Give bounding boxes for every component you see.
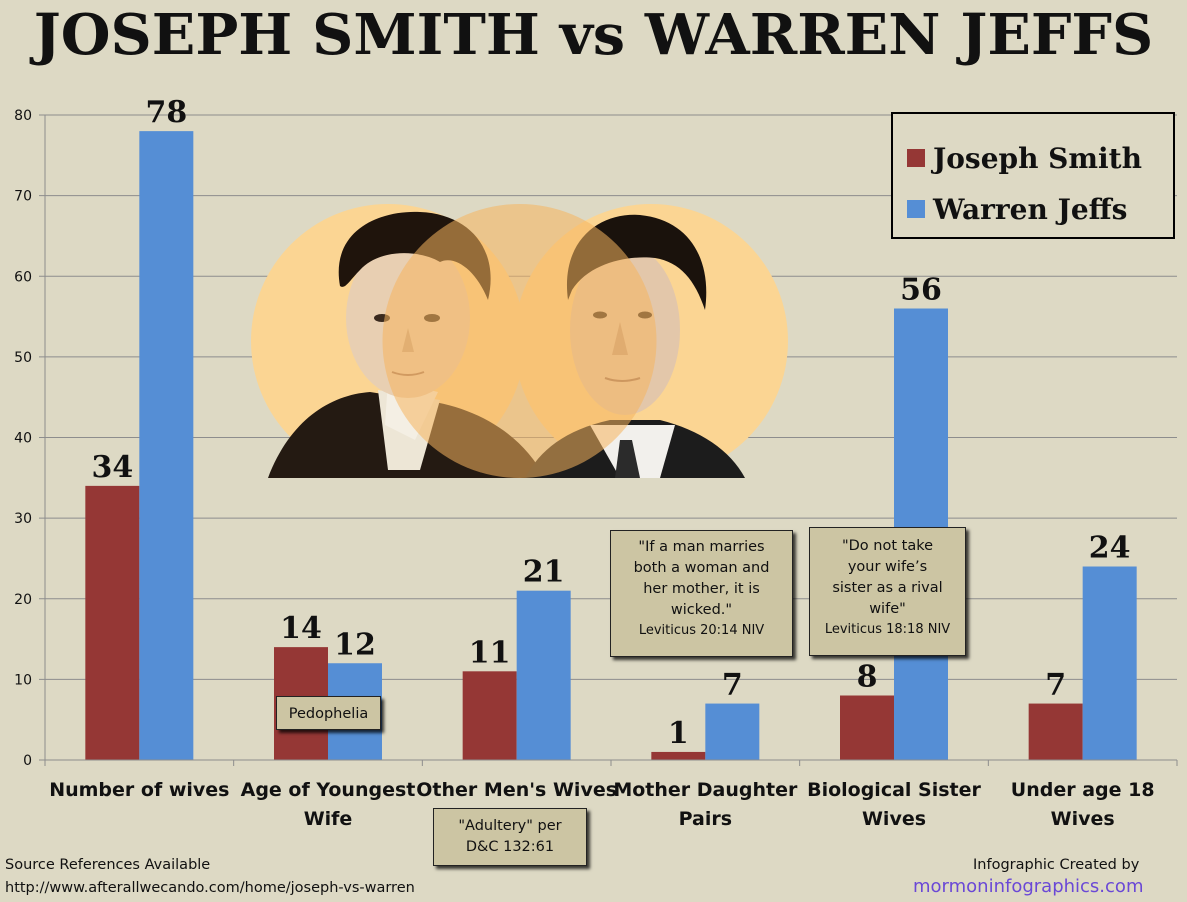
legend-label-joseph-smith: Joseph Smith — [933, 141, 1142, 175]
bar-joseph-smith — [840, 695, 894, 760]
callout-pedophelia: Pedophelia — [276, 696, 381, 730]
y-tick-label: 60 — [14, 269, 32, 285]
portrait-overlap-tint — [382, 204, 657, 478]
footer-source-label: Source References Available — [5, 857, 211, 873]
callout-mother-quote-line2: both a woman and — [633, 560, 770, 576]
callout-sister-cite: Leviticus 18:18 NIV — [824, 622, 951, 637]
callout-mother-cite: Leviticus 20:14 NIV — [638, 623, 765, 638]
footer-source-url[interactable]: http://www.afterallwecando.com/home/jose… — [5, 880, 415, 896]
x-category-label: Biological Sister Wives — [807, 779, 981, 830]
callout-mother-quote-line1: "If a man marries — [638, 539, 765, 555]
x-category-label: Age of Youngest Wife — [241, 779, 416, 830]
y-tick-label: 30 — [14, 511, 32, 527]
legend-swatch-joseph-smith — [907, 149, 925, 167]
y-tick-label: 80 — [14, 108, 32, 124]
bar-joseph-smith — [651, 751, 706, 760]
legend: Joseph Smith Warren Jeffs — [891, 112, 1175, 239]
callout-sister-quote-line1: "Do not take — [841, 538, 934, 554]
y-tick-label: 10 — [14, 672, 32, 688]
data-label: 21 — [523, 555, 565, 590]
bar-joseph-smith — [85, 485, 140, 760]
data-label: 1 — [668, 716, 689, 751]
data-label: 8 — [857, 660, 878, 695]
bar-warren-jeffs — [1082, 566, 1137, 760]
callout-mother-quote-line4: wicked." — [670, 602, 733, 618]
bar-warren-jeffs — [516, 590, 571, 760]
y-tick-label: 70 — [14, 189, 32, 205]
data-label: 56 — [900, 273, 942, 308]
x-category-label: Mother Daughter Pairs — [613, 779, 798, 830]
callout-adultery-line1: "Adultery" per — [458, 818, 562, 834]
x-category-label: Under age 18 Wives — [1011, 779, 1155, 830]
y-tick-label: 0 — [23, 753, 32, 769]
x-category-label: Number of wives — [49, 779, 229, 801]
x-category-label: Other Men's Wives — [416, 779, 617, 801]
bar-warren-jeffs — [705, 703, 760, 760]
data-label: 11 — [469, 635, 511, 670]
callout-pedophelia-text: Pedophelia — [288, 706, 369, 722]
callout-sister-quote-line2: your wife’s — [847, 559, 928, 575]
bar-warren-jeffs — [139, 131, 194, 760]
y-tick-label: 40 — [14, 431, 32, 447]
bar-joseph-smith — [1028, 703, 1083, 760]
legend-label-warren-jeffs: Warren Jeffs — [933, 192, 1128, 226]
footer-credit-label: Infographic Created by — [973, 857, 1140, 873]
legend-item-warren-jeffs: Warren Jeffs — [907, 189, 1127, 229]
callout-leviticus-20-14: "If a man marries both a woman and her m… — [610, 530, 793, 657]
bar-joseph-smith — [462, 671, 517, 760]
callout-sister-quote-line3: sister as a rival — [832, 580, 943, 596]
data-label: 24 — [1089, 531, 1131, 566]
data-label: 12 — [334, 627, 376, 662]
callout-adultery-line2: D&C 132:61 — [465, 839, 555, 855]
axes: 0 10 20 30 40 50 60 70 80 Number of wives Age of Y… — [14, 108, 1178, 830]
y-tick-label: 20 — [14, 592, 32, 608]
portraits — [251, 204, 788, 478]
data-label: 14 — [280, 611, 322, 646]
legend-item-joseph-smith: Joseph Smith — [907, 138, 1142, 178]
chart-title: JOSEPH SMITH vs WARREN JEFFS — [33, 2, 1154, 68]
data-label: 78 — [145, 95, 187, 130]
data-label: 7 — [1045, 668, 1066, 703]
y-tick-label: 50 — [14, 350, 32, 366]
callout-adultery: "Adultery" per D&C 132:61 — [433, 808, 587, 866]
footer-credit-site[interactable]: mormoninfographics.com — [913, 876, 1144, 897]
data-label: 34 — [91, 450, 133, 485]
callout-sister-quote-line4: wife" — [869, 601, 906, 617]
data-label: 7 — [722, 668, 743, 703]
callout-leviticus-18-18: "Do not take your wife’s sister as a riv… — [809, 527, 966, 656]
legend-swatch-warren-jeffs — [907, 200, 925, 218]
callout-mother-quote-line3: her mother, it is — [643, 581, 760, 597]
